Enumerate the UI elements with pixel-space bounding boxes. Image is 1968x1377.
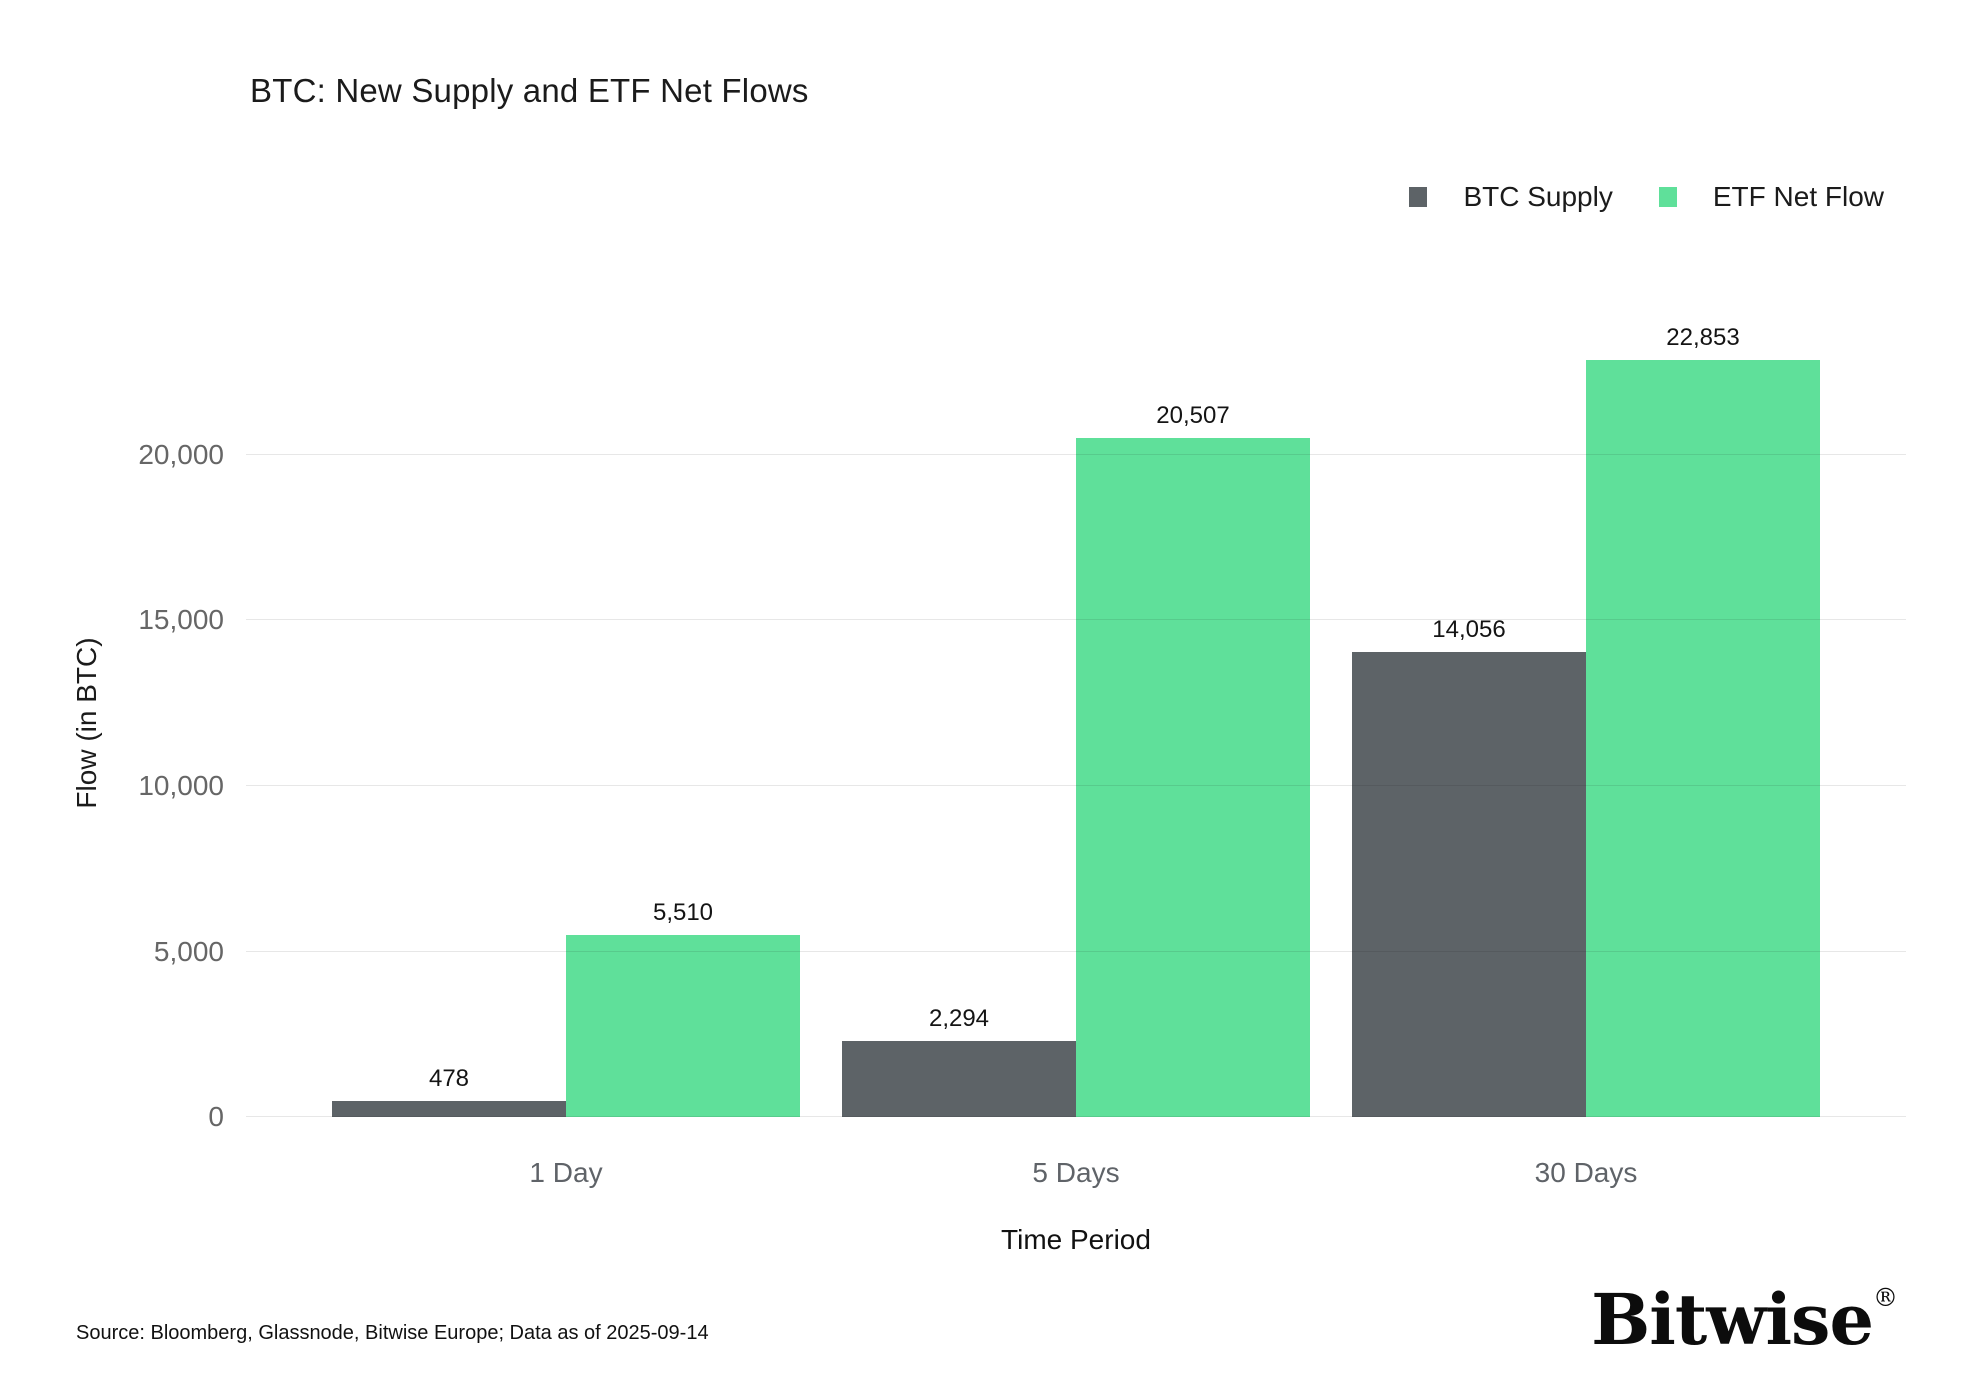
- legend-marker-icon: [1658, 187, 1677, 207]
- legend-marker-icon: [1409, 187, 1428, 207]
- x-tick-label: 30 Days: [1534, 1157, 1638, 1188]
- gridline: [246, 619, 1906, 621]
- bar-value-label: 14,056: [1432, 615, 1506, 643]
- gridline: [246, 1116, 1906, 1117]
- bar-btc-supply: 478: [332, 1065, 566, 1117]
- bar-group-30-days: 14,056 22,853 30 Days: [1331, 324, 1841, 1188]
- bar-group-1-day: 478 5,510 1 Day: [311, 339, 821, 1188]
- x-tick-label: 5 Days: [1032, 1157, 1120, 1188]
- y-axis-title: Flow (in BTC): [71, 637, 102, 809]
- x-tick-label: 1 Day: [529, 1157, 603, 1188]
- bar-value-label: 2,294: [928, 1005, 990, 1033]
- y-tick-label: 0: [208, 1101, 224, 1132]
- bar-group-5-days: 2,294 20,507 5 Days: [821, 339, 1331, 1188]
- gridline: [246, 453, 1906, 455]
- x-axis-title: Time Period: [1001, 1224, 1151, 1255]
- y-tick-label: 15,000: [138, 604, 224, 636]
- legend-label: BTC Supply: [1463, 181, 1613, 212]
- bar-btc-supply: 2,294: [842, 1005, 1076, 1117]
- bar-value-label: 22,853: [1666, 324, 1740, 352]
- legend-item-etf-net-flow: ETF Net Flow: [1658, 181, 1884, 213]
- bitwise-logo: Bitwise®: [1591, 1285, 1898, 1355]
- bar-value-label: 5,510: [652, 898, 714, 926]
- bar-etf-net-flow: 20,507: [1076, 402, 1310, 1117]
- plot-area: 478 5,510 1 Day 2,294 20,507 5 Days 14,056 22,8…: [138, 324, 1906, 1188]
- bar-value-label: 478: [428, 1065, 470, 1093]
- y-tick-label: 20,000: [138, 438, 224, 470]
- bar-btc-supply: 14,056: [1352, 616, 1586, 1117]
- bar-etf-net-flow: 22,853: [1586, 324, 1820, 1117]
- legend-item-btc-supply: BTC Supply: [1409, 181, 1613, 213]
- legend: BTC Supply ETF Net Flow: [1409, 181, 1884, 213]
- bitwise-logo-text: Bitwise: [1591, 1278, 1874, 1361]
- bar-groups: 478 5,510 1 Day 2,294 20,507 5 Days 14,056 22,8…: [311, 324, 1841, 1188]
- bar-etf-net-flow: 5,510: [566, 899, 800, 1117]
- gridline: [246, 784, 1906, 786]
- gridline: [246, 950, 1906, 952]
- registered-trademark-icon: ®: [1873, 1283, 1898, 1312]
- y-tick-label: 10,000: [138, 769, 224, 801]
- legend-label: ETF Net Flow: [1712, 181, 1884, 212]
- y-tick-label: 5,000: [153, 935, 224, 967]
- source-note: Source: Bloomberg, Glassnode, Bitwise Eu…: [76, 1322, 709, 1344]
- bar-value-label: 20,507: [1156, 402, 1230, 430]
- chart-title: BTC: New Supply and ETF Net Flows: [250, 72, 809, 109]
